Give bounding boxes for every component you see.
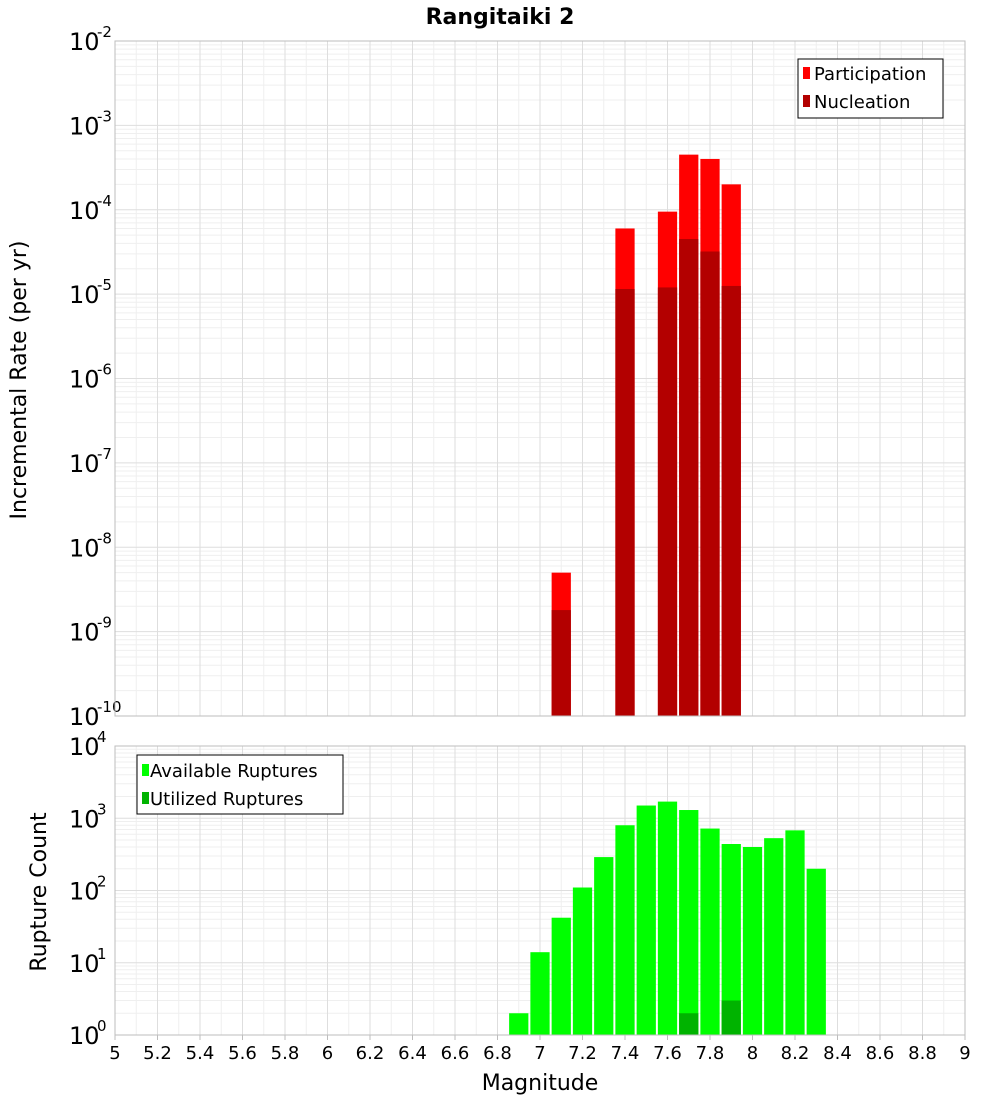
y-tick-label: 10 — [69, 619, 100, 647]
top-legend-box — [797, 58, 944, 119]
y-tick-exponent: -5 — [97, 276, 112, 294]
rate-plot-border — [114, 40, 966, 717]
x-tick-label: 5.4 — [186, 1043, 215, 1064]
count-bar-available-ruptures — [742, 847, 763, 1035]
legend-label-utilized: Utilized Ruptures — [150, 789, 303, 810]
count-bar-available-ruptures — [721, 844, 741, 1035]
bottom-legend-box — [136, 754, 344, 815]
x-axis-label: Magnitude — [482, 1071, 599, 1096]
count-bar-available-ruptures — [551, 917, 571, 1035]
y-tick-exponent: -6 — [97, 361, 112, 379]
count-bar-available-ruptures — [530, 952, 550, 1035]
count-bar-available-ruptures — [806, 868, 826, 1035]
y-tick-label: 10 — [69, 534, 100, 562]
legend-swatch-available — [142, 764, 149, 776]
x-tick-label: 7 — [534, 1043, 545, 1064]
y-tick-exponent: -2 — [97, 23, 112, 41]
legend-label-nucleation: Nucleation — [814, 92, 910, 113]
count-bar-available-ruptures — [785, 830, 805, 1035]
y-tick-label: 10 — [69, 450, 100, 478]
x-tick-label: 5 — [109, 1043, 120, 1064]
count-bar-available-ruptures — [572, 887, 593, 1035]
x-tick-label: 6.4 — [398, 1043, 427, 1064]
y-tick-exponent: 1 — [97, 945, 107, 963]
x-tick-label: 6.6 — [441, 1043, 470, 1064]
rate-bar-nucleation — [721, 285, 741, 716]
chart-title: Rangitaiki 2 — [426, 5, 575, 30]
legend-swatch-utilized — [142, 792, 149, 804]
count-bar-available-ruptures — [509, 1013, 529, 1035]
rate-bar-nucleation — [551, 610, 571, 716]
x-tick-label: 6.2 — [356, 1043, 385, 1064]
legend-label-available: Available Ruptures — [150, 761, 318, 782]
top-legend: Participation Nucleation — [797, 58, 944, 119]
y-tick-exponent: -4 — [97, 192, 112, 210]
count-bar-available-ruptures — [764, 838, 784, 1035]
x-tick-label: 6.8 — [483, 1043, 512, 1064]
x-tick-label: 7.8 — [696, 1043, 725, 1064]
x-tick-label: 8 — [747, 1043, 758, 1064]
y-tick-exponent: -10 — [97, 698, 122, 716]
x-tick-label: 8.4 — [823, 1043, 852, 1064]
x-tick-label: 9 — [959, 1043, 970, 1064]
y-tick-label: 10 — [69, 112, 100, 140]
x-tick-label: 8.6 — [866, 1043, 895, 1064]
x-tick-label: 7.6 — [653, 1043, 682, 1064]
y-tick-exponent: 0 — [97, 1017, 107, 1035]
y-tick-label: 10 — [69, 28, 100, 56]
count-bar-available-ruptures — [679, 810, 699, 1035]
count-bar-available-ruptures — [615, 825, 635, 1035]
y-tick-label: 10 — [69, 878, 100, 906]
legend-swatch-participation — [803, 67, 810, 79]
count-bar-available-ruptures — [700, 828, 720, 1035]
y-tick-label: 10 — [69, 805, 100, 833]
y-tick-exponent: 2 — [97, 873, 107, 891]
y-tick-exponent: -3 — [97, 107, 112, 125]
x-tick-label: 8.2 — [781, 1043, 810, 1064]
count-bar-available-ruptures — [594, 857, 614, 1035]
x-tick-label: 8.8 — [908, 1043, 937, 1064]
rate-bar-nucleation — [679, 239, 699, 716]
count-bar-utilized-ruptures — [721, 1000, 741, 1035]
y-tick-label: 10 — [69, 281, 100, 309]
y-tick-label: 10 — [69, 950, 100, 978]
count-bar-available-ruptures — [636, 805, 656, 1035]
y-tick-exponent: 3 — [97, 800, 107, 818]
y-tick-exponent: -9 — [97, 614, 112, 632]
bottom-legend: Available Ruptures Utilized Ruptures — [136, 754, 344, 815]
rate-bar-nucleation — [615, 289, 635, 716]
count-bar-utilized-ruptures — [679, 1013, 699, 1035]
y-tick-label: 10 — [69, 366, 100, 394]
bottom-y-axis-label: Rupture Count — [27, 812, 52, 972]
y-tick-label: 10 — [69, 703, 100, 731]
x-tick-label: 7.2 — [568, 1043, 597, 1064]
y-tick-exponent: -8 — [97, 529, 112, 547]
rate-bar-nucleation — [700, 251, 720, 716]
x-tick-label: 5.2 — [143, 1043, 172, 1064]
rate-bar-nucleation — [657, 287, 678, 716]
legend-label-participation: Participation — [814, 64, 926, 85]
y-tick-label: 10 — [69, 733, 100, 761]
count-bar-available-ruptures — [657, 801, 678, 1035]
y-tick-exponent: -7 — [97, 445, 112, 463]
x-tick-label: 5.6 — [228, 1043, 257, 1064]
x-tick-label: 6 — [322, 1043, 333, 1064]
x-tick-label: 5.8 — [271, 1043, 300, 1064]
legend-swatch-nucleation — [803, 95, 810, 107]
top-y-axis-label: Incremental Rate (per yr) — [7, 241, 32, 520]
y-tick-label: 10 — [69, 1022, 100, 1050]
y-tick-label: 10 — [69, 197, 100, 225]
x-tick-label: 7.4 — [611, 1043, 640, 1064]
y-tick-exponent: 4 — [97, 728, 107, 746]
